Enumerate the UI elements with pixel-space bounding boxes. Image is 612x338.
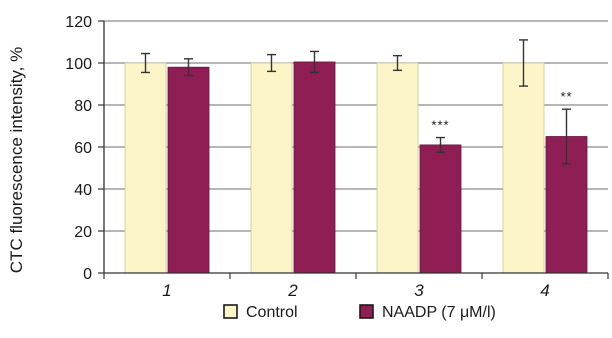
legend-label: Control [246, 304, 298, 321]
y-tick-labels: 0 20 40 60 80 100 120 [65, 14, 92, 283]
bar-naadp [420, 145, 461, 273]
legend-item: NAADP (7 μM/l) [360, 304, 496, 321]
legend-swatch [224, 305, 237, 318]
x-tick-label: 2 [287, 281, 298, 300]
x-tick-labels: 1 2 3 4 [162, 281, 549, 300]
bars [125, 62, 587, 273]
y-tick-label: 0 [83, 266, 92, 283]
y-tick-label: 20 [74, 224, 92, 241]
significance-marker: *** [431, 118, 449, 133]
x-tick-label: 1 [162, 281, 171, 300]
bar-control [377, 63, 418, 273]
bar-naadp [294, 62, 335, 273]
bar-naadp [168, 67, 209, 273]
y-tick-label: 120 [65, 14, 92, 31]
x-tick-label: 3 [414, 281, 424, 300]
legend-swatch [360, 305, 373, 318]
bar-control [251, 63, 292, 273]
y-tick-label: 100 [65, 56, 92, 73]
x-tick-label: 4 [540, 281, 549, 300]
y-tick-label: 40 [74, 182, 92, 199]
legend-item: Control [224, 304, 298, 321]
significance-marker: ** [560, 89, 572, 104]
significance-annotations: ***** [431, 89, 572, 132]
y-axis-title: CTC fluorescence intensity, % [7, 47, 26, 273]
legend: Control NAADP (7 μM/l) [224, 304, 496, 321]
y-tick-label: 60 [74, 140, 92, 157]
bar-control [125, 63, 166, 273]
y-tick-label: 80 [74, 98, 92, 115]
bar-control [503, 63, 544, 273]
legend-label: NAADP (7 μM/l) [382, 304, 496, 321]
